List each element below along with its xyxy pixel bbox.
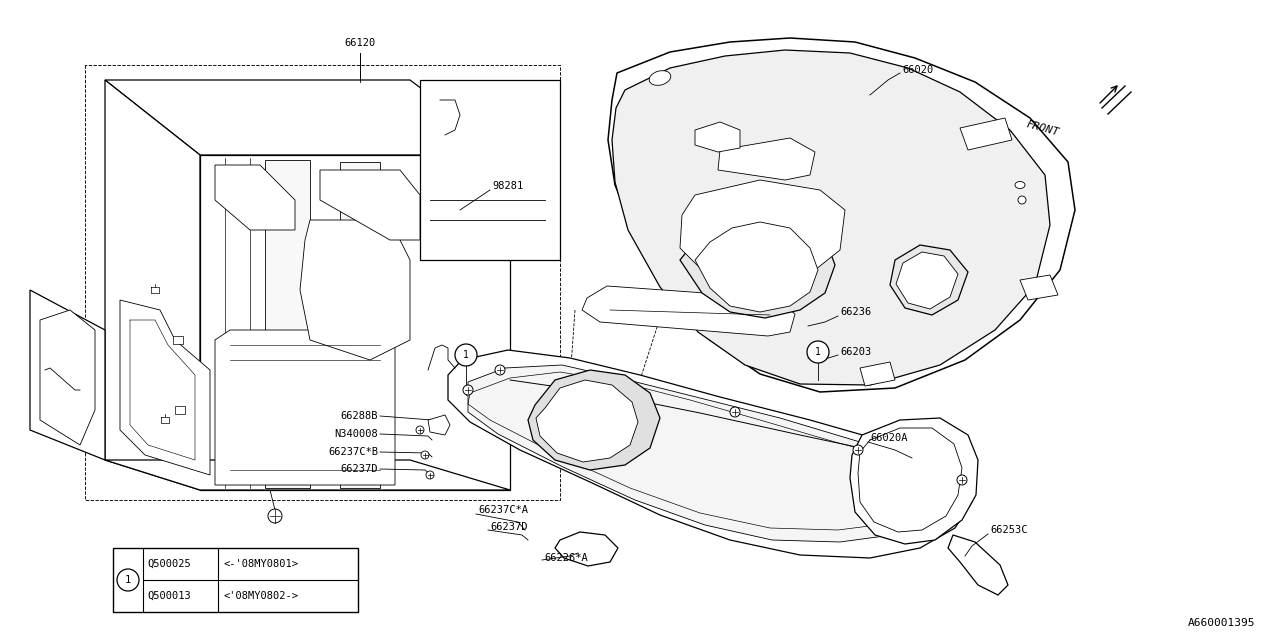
Polygon shape bbox=[1020, 275, 1059, 300]
Polygon shape bbox=[948, 535, 1009, 595]
Circle shape bbox=[957, 475, 966, 485]
Text: 1: 1 bbox=[463, 350, 468, 360]
Polygon shape bbox=[556, 532, 618, 566]
Text: 66020A: 66020A bbox=[870, 433, 908, 443]
Text: 66288B: 66288B bbox=[340, 411, 378, 421]
Polygon shape bbox=[860, 362, 895, 386]
Text: N340008: N340008 bbox=[334, 429, 378, 439]
Text: 98281: 98281 bbox=[492, 181, 524, 191]
Text: 66226*A: 66226*A bbox=[544, 553, 588, 563]
Polygon shape bbox=[340, 162, 380, 488]
Polygon shape bbox=[718, 138, 815, 180]
Bar bbox=[173, 336, 183, 344]
Polygon shape bbox=[582, 286, 795, 336]
Polygon shape bbox=[890, 245, 968, 315]
Circle shape bbox=[268, 509, 282, 523]
Text: 66237C*A: 66237C*A bbox=[477, 505, 529, 515]
Text: 1: 1 bbox=[815, 347, 820, 357]
Polygon shape bbox=[608, 38, 1075, 392]
Polygon shape bbox=[200, 155, 509, 490]
Polygon shape bbox=[105, 460, 509, 490]
Polygon shape bbox=[536, 380, 637, 462]
Text: 66237D: 66237D bbox=[340, 464, 378, 474]
Text: <-'08MY0801>: <-'08MY0801> bbox=[223, 559, 298, 569]
Polygon shape bbox=[680, 180, 845, 278]
Polygon shape bbox=[29, 290, 105, 460]
Text: FRONT: FRONT bbox=[1025, 119, 1060, 137]
Circle shape bbox=[806, 341, 829, 363]
Circle shape bbox=[116, 569, 140, 591]
Ellipse shape bbox=[1015, 182, 1025, 189]
Polygon shape bbox=[448, 350, 972, 558]
Polygon shape bbox=[420, 80, 561, 260]
Polygon shape bbox=[215, 330, 396, 485]
Circle shape bbox=[730, 407, 740, 417]
Polygon shape bbox=[850, 418, 978, 544]
Polygon shape bbox=[105, 80, 200, 490]
Polygon shape bbox=[896, 252, 957, 309]
Circle shape bbox=[421, 451, 429, 459]
Text: Q500025: Q500025 bbox=[147, 559, 191, 569]
Circle shape bbox=[463, 385, 474, 395]
Circle shape bbox=[416, 426, 424, 434]
Text: <'08MY0802->: <'08MY0802-> bbox=[223, 591, 298, 601]
Circle shape bbox=[1018, 196, 1027, 204]
Text: 66237D: 66237D bbox=[490, 522, 527, 532]
Text: 66203: 66203 bbox=[840, 347, 872, 357]
Text: 66236: 66236 bbox=[840, 307, 872, 317]
Bar bbox=[175, 406, 186, 414]
Polygon shape bbox=[695, 222, 818, 312]
Polygon shape bbox=[265, 160, 310, 488]
Polygon shape bbox=[120, 300, 210, 475]
Bar bbox=[113, 548, 358, 612]
Text: 66253C: 66253C bbox=[989, 525, 1028, 535]
Text: 1: 1 bbox=[125, 575, 131, 585]
Polygon shape bbox=[529, 370, 660, 470]
Ellipse shape bbox=[649, 70, 671, 85]
Text: 66237C*B: 66237C*B bbox=[328, 447, 378, 457]
Text: Q500013: Q500013 bbox=[147, 591, 191, 601]
Polygon shape bbox=[40, 310, 95, 445]
Polygon shape bbox=[300, 220, 410, 360]
Polygon shape bbox=[612, 50, 1050, 385]
Polygon shape bbox=[320, 170, 420, 240]
Polygon shape bbox=[428, 415, 451, 435]
Polygon shape bbox=[695, 122, 740, 152]
Circle shape bbox=[852, 445, 863, 455]
Polygon shape bbox=[105, 80, 509, 155]
Polygon shape bbox=[680, 212, 835, 318]
Circle shape bbox=[426, 471, 434, 479]
Polygon shape bbox=[215, 165, 294, 230]
Polygon shape bbox=[960, 118, 1012, 150]
Text: A660001395: A660001395 bbox=[1188, 618, 1254, 628]
Text: 66020: 66020 bbox=[902, 65, 933, 75]
Text: 66120: 66120 bbox=[344, 38, 375, 48]
Circle shape bbox=[495, 365, 506, 375]
Polygon shape bbox=[468, 365, 948, 542]
Circle shape bbox=[454, 344, 477, 366]
